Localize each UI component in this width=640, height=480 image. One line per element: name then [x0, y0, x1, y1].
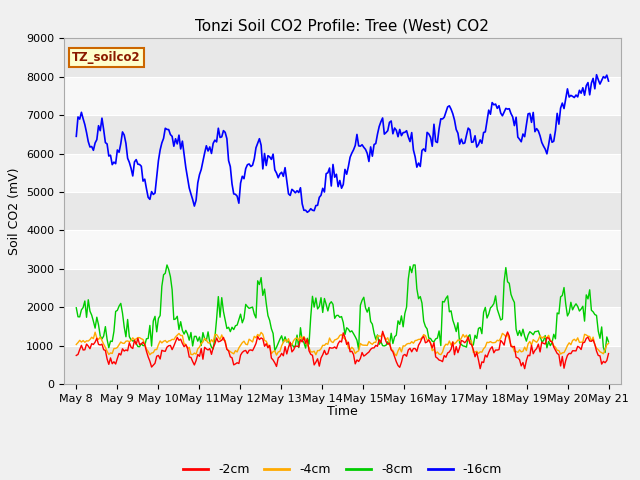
Text: TZ_soilco2: TZ_soilco2: [72, 51, 141, 64]
X-axis label: Time: Time: [327, 405, 358, 418]
Bar: [64, 154, 621, 192]
Bar: [64, 230, 621, 269]
Bar: [64, 115, 621, 154]
Legend: -2cm, -4cm, -8cm, -16cm: -2cm, -4cm, -8cm, -16cm: [178, 458, 507, 480]
Bar: [64, 307, 621, 346]
Bar: [64, 346, 621, 384]
Bar: [64, 77, 621, 115]
Title: Tonzi Soil CO2 Profile: Tree (West) CO2: Tonzi Soil CO2 Profile: Tree (West) CO2: [195, 18, 490, 33]
Y-axis label: Soil CO2 (mV): Soil CO2 (mV): [8, 168, 20, 255]
Bar: [64, 269, 621, 307]
Bar: [64, 38, 621, 77]
Bar: [64, 192, 621, 230]
